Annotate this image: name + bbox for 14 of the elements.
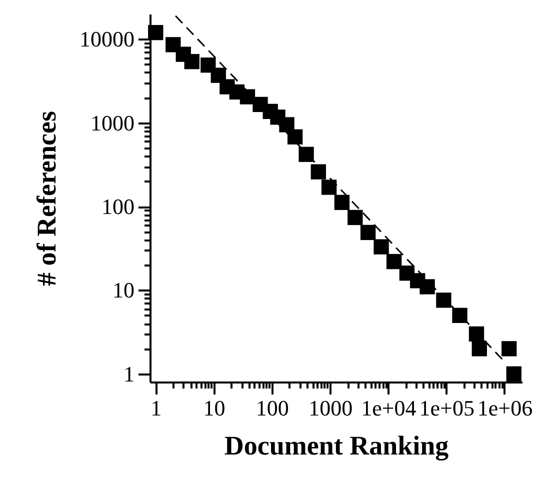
- y-tick-label: 100: [102, 194, 134, 220]
- x-tick-label: 1e+04: [361, 396, 416, 420]
- y-tick-label: 10000: [80, 26, 134, 52]
- x-tick-label: 1000: [308, 396, 353, 420]
- x-axis-title: Document Ranking: [224, 430, 450, 460]
- y-tick-label: 10: [112, 278, 134, 303]
- y-axis-title: # of References: [32, 111, 62, 286]
- x-tick-label: 100: [256, 396, 289, 420]
- x-tick-label: 10: [203, 396, 226, 420]
- x-tick-label: 1: [150, 396, 162, 420]
- x-tick-label: 1e+06: [477, 396, 533, 420]
- y-tick-label: 1: [124, 361, 134, 386]
- y-tick-label: 1000: [90, 110, 134, 136]
- x-tick-label: 1e+05: [419, 396, 474, 420]
